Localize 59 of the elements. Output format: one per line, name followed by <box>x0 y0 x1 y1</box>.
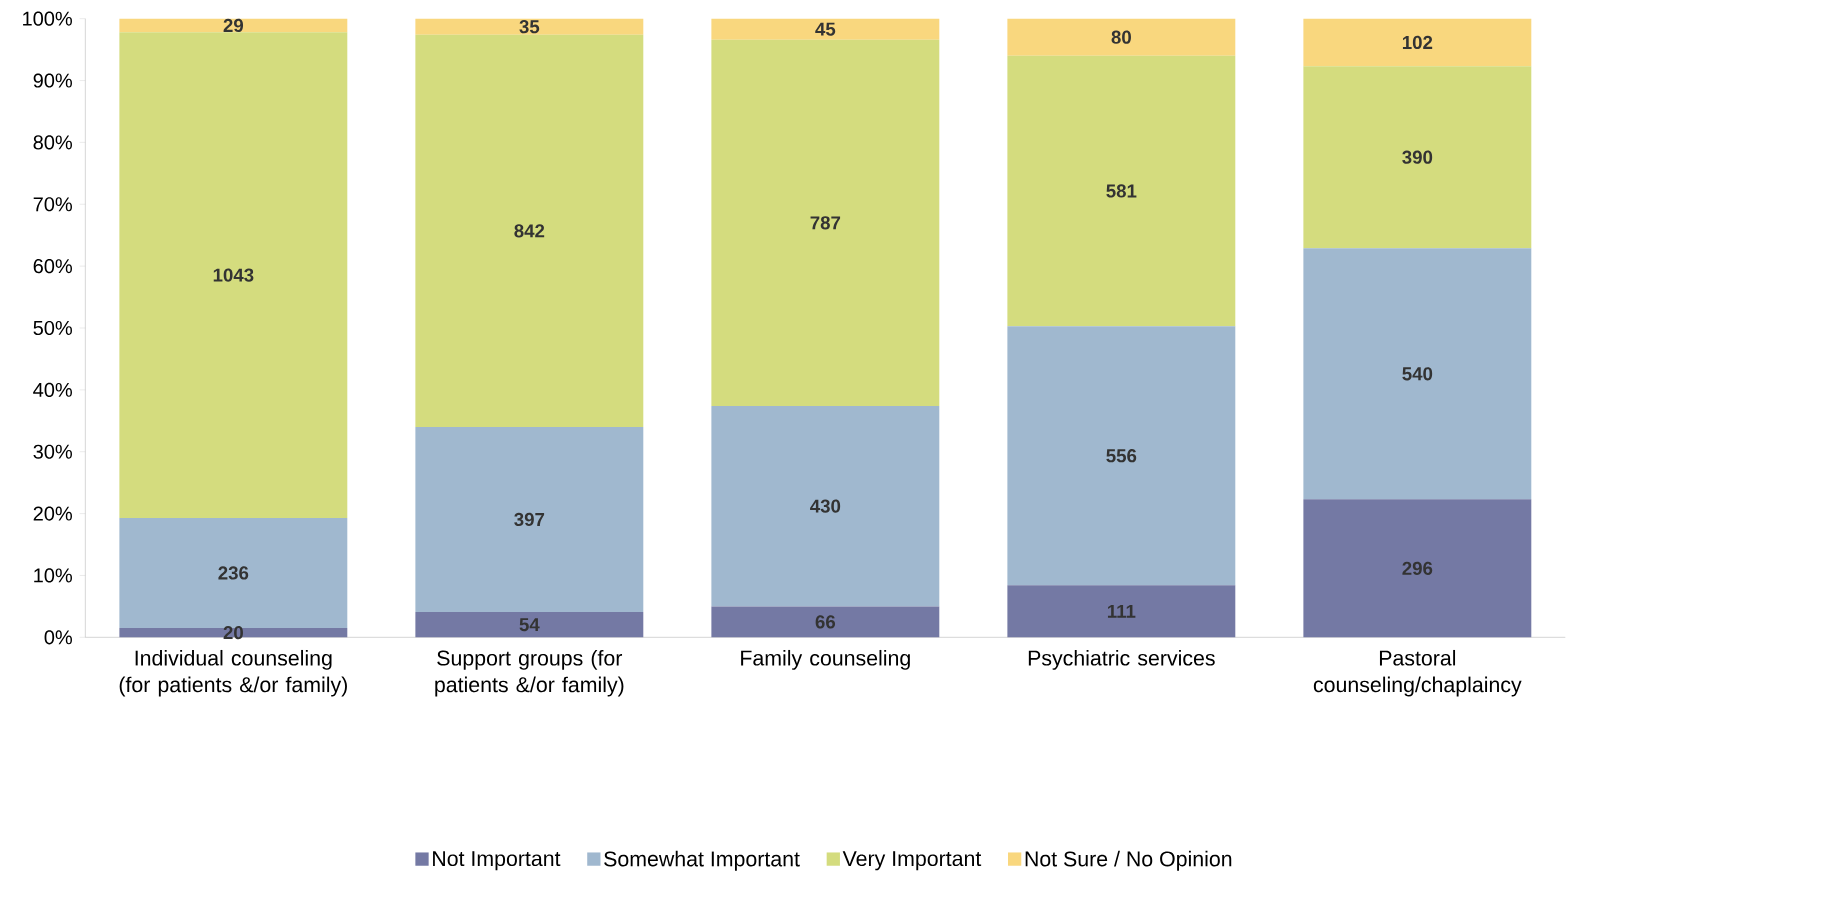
annotation: 66 <box>815 615 836 629</box>
y-tick-label: 80% <box>33 135 72 150</box>
annotation: 80 <box>1111 30 1131 44</box>
bar <box>711 18 940 40</box>
annotation: 29 <box>223 19 244 33</box>
legend-label: Very Important <box>842 851 982 871</box>
annotation: 102 <box>1402 36 1433 50</box>
annotation: 236 <box>218 566 249 580</box>
bar <box>1007 585 1236 638</box>
annotation: 54 <box>519 618 540 632</box>
annotation: 787 <box>810 216 841 230</box>
annotation: 556 <box>1106 449 1137 463</box>
bar <box>1007 55 1236 327</box>
y-tick-label: 50% <box>33 321 72 336</box>
bar <box>711 406 940 607</box>
y-tick-label: 70% <box>33 197 72 212</box>
bar <box>119 18 348 33</box>
x-tick-label: Psychiatric services <box>1028 650 1215 671</box>
annotation: 20 <box>223 626 243 640</box>
y-tick-label: 30% <box>33 444 72 459</box>
bar <box>415 427 644 613</box>
y-tick-label: 100% <box>23 11 72 26</box>
bar <box>711 39 940 407</box>
bar <box>1303 499 1532 638</box>
y-tick-label: 40% <box>33 382 72 398</box>
annotation: 540 <box>1402 367 1433 381</box>
bar <box>415 612 644 638</box>
annotation: 35 <box>519 20 540 34</box>
bar <box>415 34 644 428</box>
y-tick-label: 90% <box>33 73 72 88</box>
bar <box>1007 18 1236 56</box>
x-tick-label: Support groups (for patients &/or family) <box>435 650 624 697</box>
x-tick-label: Pastoral counseling/chaplaincy <box>1313 650 1522 697</box>
bar <box>415 18 644 35</box>
bar <box>1303 18 1532 67</box>
annotation: 842 <box>514 224 545 238</box>
annotation: 111 <box>1107 605 1136 618</box>
y-tick-label: 60% <box>33 259 72 274</box>
annotation: 397 <box>514 513 545 527</box>
legend-label: Somewhat Important <box>604 850 800 871</box>
annotation: 1043 <box>213 268 254 282</box>
x-tick-label: Individual counseling (for patients &/or family) <box>119 650 347 697</box>
y-tick-label: 10% <box>34 568 72 583</box>
annotation: 581 <box>1106 184 1137 198</box>
annotation: 45 <box>815 22 836 36</box>
annotation: 430 <box>810 499 841 513</box>
x-tick-label: Family counseling <box>741 650 910 671</box>
annotation: 390 <box>1402 150 1433 165</box>
bar <box>711 606 940 638</box>
y-tick-label: 0% <box>44 630 72 645</box>
legend-label: Not Important <box>433 851 561 871</box>
annotation: 296 <box>1402 561 1433 576</box>
y-tick-label: 20% <box>33 506 72 521</box>
legend-label: Not Sure / No Opinion <box>1025 850 1232 871</box>
bar <box>119 32 348 519</box>
bar <box>1007 326 1236 586</box>
bar <box>1303 248 1532 500</box>
bar <box>119 628 348 638</box>
bar <box>1303 66 1532 249</box>
